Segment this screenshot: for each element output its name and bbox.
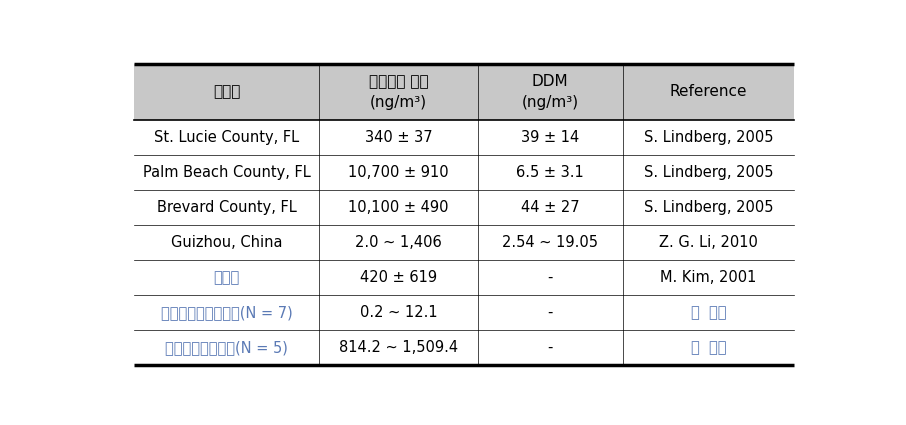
Text: Z. G. Li, 2010: Z. G. Li, 2010 <box>659 235 758 250</box>
Text: 2.54 ~ 19.05: 2.54 ~ 19.05 <box>502 235 598 250</box>
Text: DDM
(ng/m³): DDM (ng/m³) <box>522 74 579 110</box>
Text: Palm Beach County, FL: Palm Beach County, FL <box>143 165 311 180</box>
Text: S. Lindberg, 2005: S. Lindberg, 2005 <box>644 130 774 145</box>
Text: S. Lindberg, 2005: S. Lindberg, 2005 <box>644 200 774 215</box>
Text: M. Kim, 2001: M. Kim, 2001 <box>660 270 757 285</box>
Text: S. Lindberg, 2005: S. Lindberg, 2005 <box>644 165 774 180</box>
Text: -: - <box>547 305 553 320</box>
Bar <box>134 64 795 120</box>
Text: Guizhou, China: Guizhou, China <box>171 235 283 250</box>
Text: 2.0 ~ 1,406: 2.0 ~ 1,406 <box>355 235 442 250</box>
Text: 420 ± 619: 420 ± 619 <box>360 270 437 285</box>
Text: 본  연구: 본 연구 <box>690 305 727 320</box>
Text: 6.5 ± 3.1: 6.5 ± 3.1 <box>516 165 584 180</box>
Text: 0.2 ~ 12.1: 0.2 ~ 12.1 <box>360 305 437 320</box>
Text: -: - <box>547 270 553 285</box>
Text: 매립지: 매립지 <box>213 85 240 99</box>
Text: 본  연구: 본 연구 <box>690 340 727 355</box>
Text: 10,100 ± 490: 10,100 ± 490 <box>348 200 448 215</box>
Text: 난지도: 난지도 <box>214 270 240 285</box>
Text: St. Lucie County, FL: St. Lucie County, FL <box>154 130 299 145</box>
Text: 44 ± 27: 44 ± 27 <box>521 200 580 215</box>
Text: Reference: Reference <box>670 85 747 99</box>
Text: 생활계폐기물매립지(N = 7): 생활계폐기물매립지(N = 7) <box>161 305 293 320</box>
Text: -: - <box>547 340 553 355</box>
Text: 39 ± 14: 39 ± 14 <box>521 130 579 145</box>
Text: Brevard County, FL: Brevard County, FL <box>157 200 296 215</box>
Text: 지정폐기물매립지(N = 5): 지정폐기물매립지(N = 5) <box>165 340 288 355</box>
Text: 10,700 ± 910: 10,700 ± 910 <box>348 165 448 180</box>
Text: 814.2 ~ 1,509.4: 814.2 ~ 1,509.4 <box>339 340 458 355</box>
Text: 340 ± 37: 340 ± 37 <box>364 130 432 145</box>
Text: 총가스상 수은
(ng/m³): 총가스상 수은 (ng/m³) <box>369 74 429 110</box>
